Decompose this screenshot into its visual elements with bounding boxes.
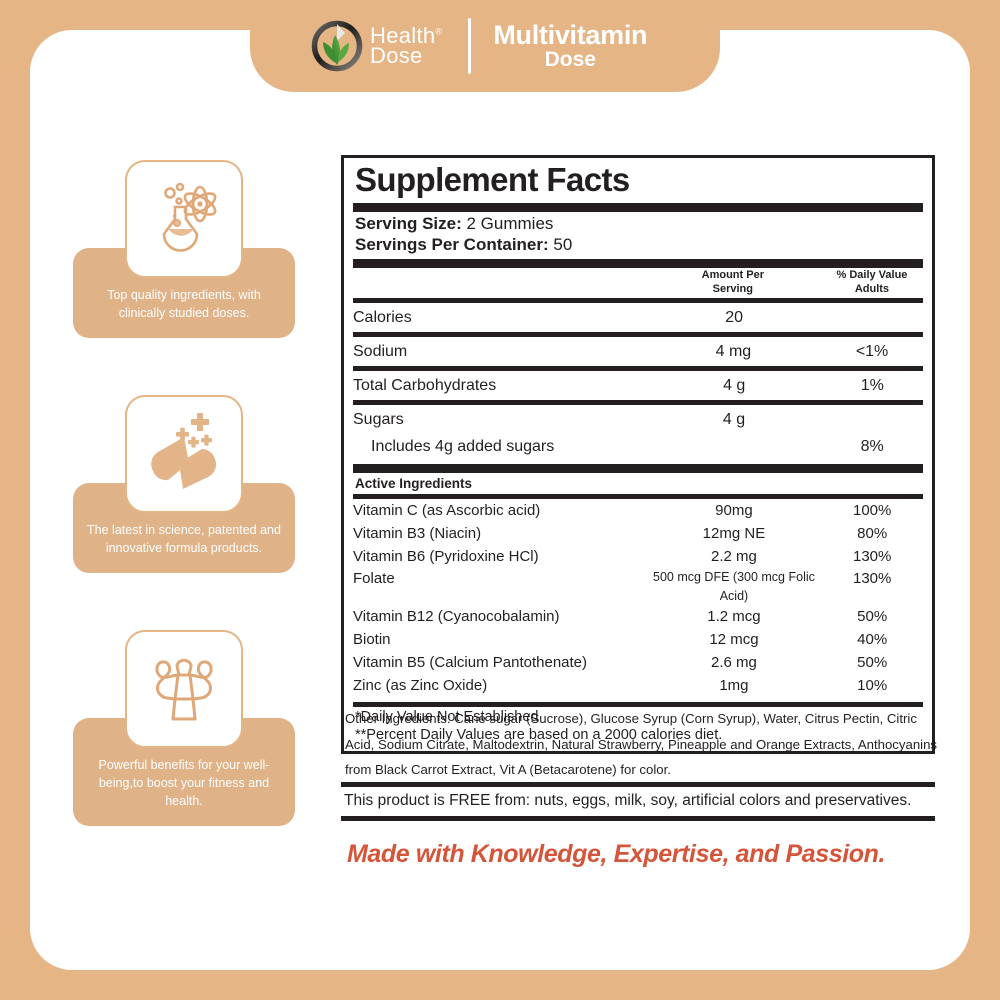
product-title-line1: Multivitamin [493, 19, 648, 50]
active-ingredients-label: Active Ingredients [355, 475, 473, 491]
feature-card-science: The latest in science, patented and inno… [73, 395, 295, 574]
free-from-text: This product is FREE from: nuts, eggs, m… [344, 792, 912, 809]
health-dose-leaf-logo-icon [308, 17, 366, 75]
nutrient-row-sugars: Sugars 4 g [353, 410, 746, 428]
feature-card-quality: Top quality ingredients, with clinically… [73, 160, 295, 339]
col-header-daily-value: % Daily Value Adults [836, 269, 908, 296]
brand-logo: Health® Dose [308, 17, 442, 75]
col-header-amount: Amount Per Serving [701, 269, 764, 296]
supplement-facts-table: Supplement Facts Serving Size: 2 Gummies… [341, 155, 935, 755]
product-title-line2: Dose [544, 48, 596, 72]
servings-per-label: Servings Per Container: [355, 235, 549, 255]
active-ingredient-row: Vitamin B6 (Pyridoxine HCl) 2.2 mg 130% [353, 547, 892, 565]
other-ingredients-text: Other Ingredients: Cane sugar (Sucrose),… [345, 711, 938, 778]
product-title: Multivitamin Dose [493, 19, 648, 72]
footnote-daily-value: *Daily Value Not Established [355, 708, 539, 725]
rule-medium [353, 297, 923, 303]
brand-header-banner: Health® Dose Multivitamin Dose [250, 0, 720, 92]
serving-size-label: Serving Size: [355, 213, 462, 233]
active-ingredient-row: Vitamin B12 (Cyanocobalamin) 1.2 mcg 50% [353, 608, 888, 626]
feature-icon-box [125, 395, 243, 513]
feature-card-benefits: Powerful benefits for your well-being,to… [73, 630, 295, 827]
nutrient-row-calories: Calories 20 [353, 308, 743, 326]
footnote-percent-dv: **Percent Daily Values are based on a 20… [355, 727, 723, 744]
active-ingredient-row: Vitamin C (as Ascorbic acid) 90mg 100% [353, 501, 892, 519]
active-ingredient-row: Vitamin B3 (Niacin) 12mg NE 80% [353, 524, 888, 542]
serving-size-row: Serving Size: 2 Gummies [353, 213, 923, 234]
rule-medium [341, 815, 935, 821]
feature-icon-box [125, 160, 243, 278]
rule-medium [353, 493, 923, 499]
rule-medium [353, 399, 923, 405]
rule-thick [353, 463, 923, 473]
active-ingredient-row: Biotin 12 mcg 40% [353, 631, 888, 649]
nutrient-row-added-sugars: Includes 4g added sugars 8% [371, 437, 884, 455]
brand-logo-wordmark: Health® Dose [370, 22, 443, 68]
active-ingredient-row: Zinc (as Zinc Oxide) 1mg 10% [353, 676, 888, 694]
rule-medium [353, 331, 923, 337]
servings-per-value: 50 [553, 235, 573, 255]
flask-atom-icon [144, 177, 224, 262]
servings-per-container-row: Servings Per Container: 50 [353, 234, 923, 255]
capsule-plus-icon [143, 412, 225, 496]
rule-thick [353, 259, 923, 269]
serving-size-value: 2 Gummies [466, 213, 554, 233]
rule-medium [353, 365, 923, 371]
rule-thick [353, 202, 923, 212]
logo-line-dose: Dose [370, 43, 423, 68]
active-ingredient-row: Folate 500 mcg DFE (300 mcg Folic Acid) … [353, 570, 892, 604]
muscle-flex-icon [141, 647, 227, 732]
active-ingredients-list: Vitamin C (as Ascorbic acid) 90mg 100% V… [353, 500, 923, 698]
rule-medium [353, 701, 923, 707]
active-ingredient-row: Vitamin B5 (Calcium Pantothenate) 2.6 mg… [353, 653, 888, 671]
facts-column-header: Amount Per Serving % Daily Value Adults [353, 269, 923, 297]
brand-tagline: Made with Knowledge, Expertise, and Pass… [347, 840, 886, 868]
nutrient-row-sodium: Sodium 4 mg <1% [353, 342, 889, 360]
feature-icon-box [125, 630, 243, 748]
rule-medium [341, 782, 935, 787]
header-divider [468, 18, 472, 74]
nutrient-row-total-carbohydrates: Total Carbohydrates 4 g 1% [353, 376, 884, 394]
logo-line-health: Health® [370, 22, 443, 48]
supplement-facts-title: Supplement Facts [355, 161, 630, 198]
free-from-block: This product is FREE from: nuts, eggs, m… [341, 782, 935, 821]
